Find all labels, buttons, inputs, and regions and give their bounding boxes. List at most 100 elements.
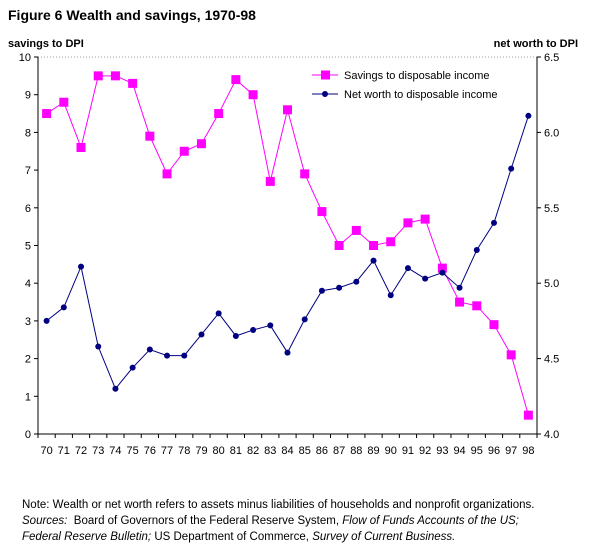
data-point-net-worth xyxy=(404,265,411,272)
right-tick-label: 4.0 xyxy=(544,429,559,441)
x-tick-label: 81 xyxy=(230,445,242,457)
right-tick-label: 6.0 xyxy=(544,127,559,139)
source-title: Flow of Funds Accounts of the US; xyxy=(342,515,519,527)
data-point-savings xyxy=(110,71,120,81)
data-point-net-worth xyxy=(232,332,239,339)
data-point-net-worth xyxy=(60,304,67,311)
x-tick-label: 86 xyxy=(316,445,328,457)
left-tick-label: 5 xyxy=(25,241,31,253)
data-point-savings xyxy=(317,207,327,217)
x-tick-label: 88 xyxy=(350,445,362,457)
left-tick-label: 0 xyxy=(25,429,31,441)
data-point-savings xyxy=(489,320,499,330)
data-point-net-worth xyxy=(318,287,325,294)
right-tick-label: 4.5 xyxy=(544,354,559,366)
data-point-savings xyxy=(59,97,69,107)
data-point-net-worth xyxy=(112,385,119,392)
x-tick-label: 71 xyxy=(58,445,70,457)
data-point-savings xyxy=(437,263,447,273)
data-point-savings xyxy=(145,131,155,141)
legend-marker xyxy=(321,70,330,80)
data-point-net-worth xyxy=(250,326,257,333)
data-point-net-worth xyxy=(508,165,515,172)
source-title: Federal Reserve Bulletin; xyxy=(22,531,152,543)
data-point-net-worth xyxy=(336,284,343,291)
x-tick-label: 78 xyxy=(178,445,190,457)
legend-label: Net worth to disposable income xyxy=(344,89,497,101)
source-title: Survey of Current Business. xyxy=(312,531,456,543)
data-point-savings xyxy=(386,237,396,247)
right-tick-label: 5.5 xyxy=(544,203,559,215)
legend-marker xyxy=(322,91,328,97)
data-point-net-worth xyxy=(456,284,463,291)
right-axis-title: net worth to DPI xyxy=(493,38,578,50)
x-tick-label: 92 xyxy=(419,445,431,457)
x-tick-label: 75 xyxy=(127,445,139,457)
sources-line: Sources: Board of Governors of the Feder… xyxy=(22,513,534,529)
x-tick-label: 96 xyxy=(488,445,500,457)
x-tick-label: 97 xyxy=(505,445,517,457)
data-point-net-worth xyxy=(301,316,308,323)
right-tick-label: 5.0 xyxy=(544,278,559,290)
data-point-net-worth xyxy=(370,257,377,264)
x-tick-label: 89 xyxy=(367,445,379,457)
x-tick-label: 87 xyxy=(333,445,345,457)
series-line-1 xyxy=(46,115,529,390)
data-point-savings xyxy=(76,142,86,152)
data-point-net-worth xyxy=(215,310,222,317)
left-tick-label: 8 xyxy=(25,127,31,139)
data-point-net-worth xyxy=(78,263,85,270)
x-tick-label: 91 xyxy=(402,445,414,457)
right-tick-label: 6.5 xyxy=(544,52,559,64)
x-tick-label: 70 xyxy=(40,445,52,457)
left-tick-label: 4 xyxy=(25,278,31,290)
data-point-savings xyxy=(351,225,361,235)
data-point-savings xyxy=(506,350,516,360)
data-point-savings xyxy=(403,218,413,228)
data-point-net-worth xyxy=(43,317,50,324)
x-tick-label: 73 xyxy=(92,445,104,457)
x-tick-label: 85 xyxy=(299,445,311,457)
series-line-0 xyxy=(46,75,529,416)
data-point-net-worth xyxy=(353,278,360,285)
data-point-savings xyxy=(283,105,292,115)
legend-label: Savings to disposable income xyxy=(344,70,490,82)
data-point-savings xyxy=(420,214,430,224)
left-tick-label: 6 xyxy=(25,203,31,215)
left-axis-title: savings to DPI xyxy=(8,38,84,50)
x-tick-label: 74 xyxy=(109,445,121,457)
x-tick-label: 77 xyxy=(161,445,173,457)
data-point-savings xyxy=(179,146,189,156)
x-tick-label: 80 xyxy=(213,445,225,457)
source-text: Board of Governors of the Federal Reserv… xyxy=(67,515,343,527)
x-tick-label: 84 xyxy=(281,445,293,457)
left-tick-label: 1 xyxy=(25,391,31,403)
data-point-net-worth xyxy=(198,331,205,338)
data-point-savings xyxy=(300,169,310,179)
figure-title: Figure 6 Wealth and savings, 1970-98 xyxy=(8,7,256,23)
source-text: US Department of Commerce, xyxy=(151,531,313,543)
data-point-savings xyxy=(248,90,258,100)
x-tick-label: 72 xyxy=(75,445,87,457)
left-tick-label: 10 xyxy=(19,52,31,64)
left-tick-label: 9 xyxy=(25,90,31,102)
data-point-savings xyxy=(128,78,138,88)
data-point-savings xyxy=(162,169,172,179)
data-point-net-worth xyxy=(490,219,497,226)
data-point-savings xyxy=(472,301,482,311)
x-tick-label: 98 xyxy=(522,445,534,457)
data-point-net-worth xyxy=(164,352,171,359)
data-point-savings xyxy=(231,75,241,85)
data-point-net-worth xyxy=(387,292,394,299)
data-point-net-worth xyxy=(439,269,446,276)
data-point-savings xyxy=(523,410,533,420)
footnote: Note: Wealth or net worth refers to asse… xyxy=(22,497,534,545)
x-tick-label: 95 xyxy=(471,445,483,457)
x-tick-label: 90 xyxy=(385,445,397,457)
data-point-savings xyxy=(214,109,224,119)
x-tick-label: 94 xyxy=(453,445,465,457)
data-point-net-worth xyxy=(146,346,153,353)
x-tick-label: 83 xyxy=(264,445,276,457)
